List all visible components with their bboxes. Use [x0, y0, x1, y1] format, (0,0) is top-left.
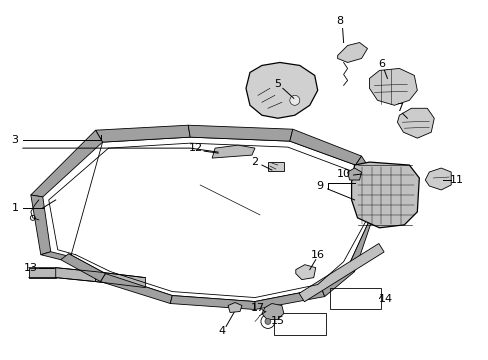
Polygon shape: [212, 145, 254, 158]
Polygon shape: [337, 42, 367, 62]
Text: 4: 4: [218, 327, 225, 336]
Text: 7: 7: [395, 103, 402, 113]
Polygon shape: [170, 296, 254, 310]
Polygon shape: [370, 196, 386, 217]
Circle shape: [264, 319, 270, 324]
Text: 12: 12: [189, 143, 203, 153]
Polygon shape: [347, 168, 361, 180]
Polygon shape: [31, 195, 51, 255]
Text: 11: 11: [449, 175, 463, 185]
Text: 2: 2: [251, 157, 258, 167]
Text: 8: 8: [335, 15, 343, 26]
Polygon shape: [56, 268, 95, 282]
Bar: [267, 162, 283, 171]
Polygon shape: [295, 265, 315, 280]
Polygon shape: [61, 254, 105, 282]
Bar: [329, 288, 381, 310]
Polygon shape: [101, 274, 172, 303]
Polygon shape: [262, 303, 283, 319]
Polygon shape: [31, 130, 102, 197]
Text: 10: 10: [336, 169, 350, 179]
Text: 14: 14: [378, 293, 392, 303]
Polygon shape: [95, 125, 190, 142]
Polygon shape: [289, 129, 361, 165]
Polygon shape: [227, 302, 242, 312]
Text: 6: 6: [377, 59, 384, 69]
Polygon shape: [425, 168, 450, 190]
Polygon shape: [29, 268, 56, 278]
Circle shape: [261, 315, 274, 328]
Polygon shape: [68, 137, 380, 302]
Polygon shape: [348, 213, 374, 272]
Polygon shape: [254, 289, 324, 310]
Polygon shape: [355, 156, 386, 201]
Text: 5: 5: [274, 79, 281, 89]
Polygon shape: [321, 266, 354, 297]
Circle shape: [289, 95, 299, 105]
Polygon shape: [299, 243, 383, 302]
Polygon shape: [369, 68, 416, 105]
Polygon shape: [397, 108, 433, 138]
Polygon shape: [95, 272, 145, 288]
Text: 9: 9: [316, 181, 323, 191]
Polygon shape: [245, 62, 317, 118]
Polygon shape: [351, 162, 419, 228]
Text: 3: 3: [11, 135, 19, 145]
Text: 13: 13: [24, 263, 38, 273]
Bar: [273, 314, 325, 336]
Text: 17: 17: [250, 302, 264, 312]
Polygon shape: [41, 252, 71, 260]
Text: 15: 15: [270, 316, 285, 327]
Text: 16: 16: [310, 250, 324, 260]
Text: 1: 1: [11, 203, 19, 213]
Polygon shape: [188, 125, 292, 141]
